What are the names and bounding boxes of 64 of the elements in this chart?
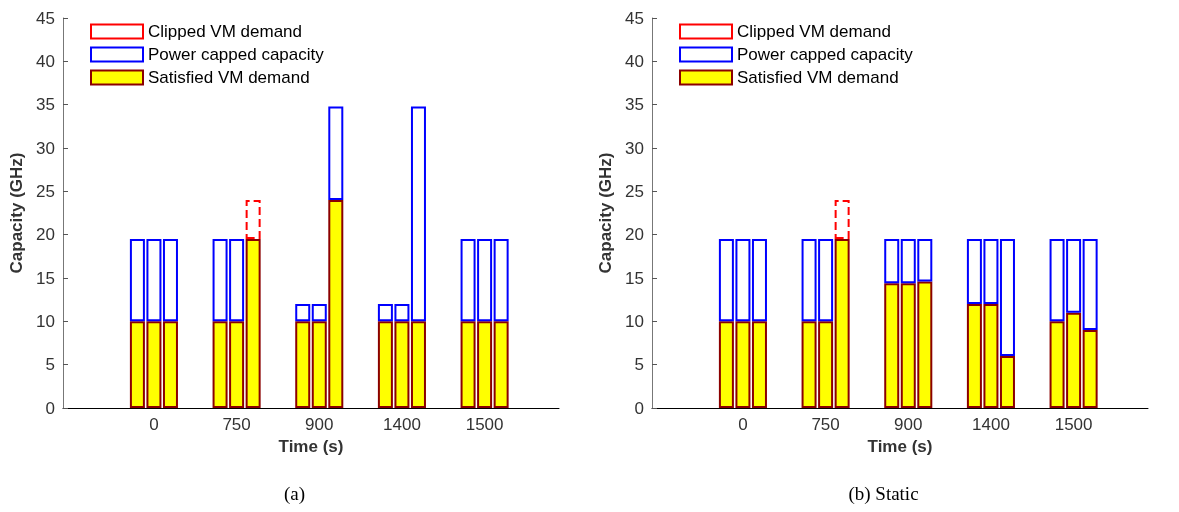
y-tick-label: 5: [634, 355, 644, 375]
y-axis-title: Capacity (GHz): [596, 152, 615, 274]
bar: [410, 106, 426, 322]
y-axis-title: Capacity (GHz): [7, 152, 26, 274]
y-tick-label: 35: [36, 95, 55, 115]
bar: [834, 200, 850, 239]
bar: [311, 304, 327, 322]
y-tick-label: 40: [36, 51, 55, 71]
x-tick-label: 1500: [1054, 415, 1093, 434]
legend-label: Power capped capacity: [148, 45, 325, 64]
x-tick-label: 1400: [972, 415, 1010, 434]
legend-label: Power capped capacity: [737, 45, 914, 64]
y-tick-label: 0: [634, 398, 644, 418]
bar: [834, 239, 850, 408]
bar: [493, 239, 509, 322]
legend-label: Satisfied VM demand: [737, 68, 899, 87]
bar: [751, 239, 767, 322]
bar: [1082, 330, 1098, 408]
bar: [410, 321, 426, 408]
y-tick-label: 15: [36, 268, 55, 288]
y-tick-label: 40: [625, 51, 644, 71]
x-tick-label: 1500: [465, 415, 504, 434]
y-tick-label: 15: [625, 268, 644, 288]
legend-label: Clipped VM demand: [737, 22, 892, 41]
y-tick-label: 0: [45, 398, 55, 418]
y-tick-label: 30: [625, 138, 644, 158]
bar: [162, 321, 178, 408]
bar: [245, 200, 261, 239]
legend-label: Satisfied VM demand: [148, 68, 310, 87]
y-tick-label: 30: [36, 138, 55, 158]
x-axis-title: Time (s): [867, 436, 933, 456]
x-tick-label: 0: [738, 415, 748, 434]
bar: [884, 283, 900, 408]
bar: [1082, 239, 1098, 330]
y-tick-label: 45: [36, 8, 55, 28]
bar: [493, 321, 509, 408]
y-tick-label: 25: [625, 181, 644, 201]
x-axis-title: Time (s): [278, 436, 344, 456]
y-tick-label: 10: [36, 311, 55, 331]
y-tick-label: 20: [36, 225, 55, 245]
bar: [245, 239, 261, 408]
text: (b) Static: [848, 483, 919, 505]
x-tick-label: 750: [811, 415, 840, 434]
bar: [751, 321, 767, 408]
bar: [884, 239, 900, 284]
bar: [295, 304, 311, 322]
x-tick-label: 1400: [383, 415, 421, 434]
y-tick-label: 5: [45, 355, 55, 375]
legend-label: Clipped VM demand: [148, 22, 303, 41]
x-tick-label: 750: [222, 415, 251, 434]
bar: [162, 239, 178, 322]
x-tick-label: 900: [305, 415, 334, 434]
text: (a): [283, 483, 306, 505]
x-tick-label: 0: [149, 415, 159, 434]
y-tick-label: 45: [625, 8, 644, 28]
x-tick-label: 900: [894, 415, 923, 434]
bar: [999, 356, 1015, 408]
y-tick-label: 10: [625, 311, 644, 331]
y-tick-label: 35: [625, 95, 644, 115]
y-tick-label: 20: [625, 225, 644, 245]
bar: [999, 239, 1015, 356]
bar: [295, 321, 311, 408]
y-tick-label: 25: [36, 181, 55, 201]
bar: [328, 106, 344, 200]
